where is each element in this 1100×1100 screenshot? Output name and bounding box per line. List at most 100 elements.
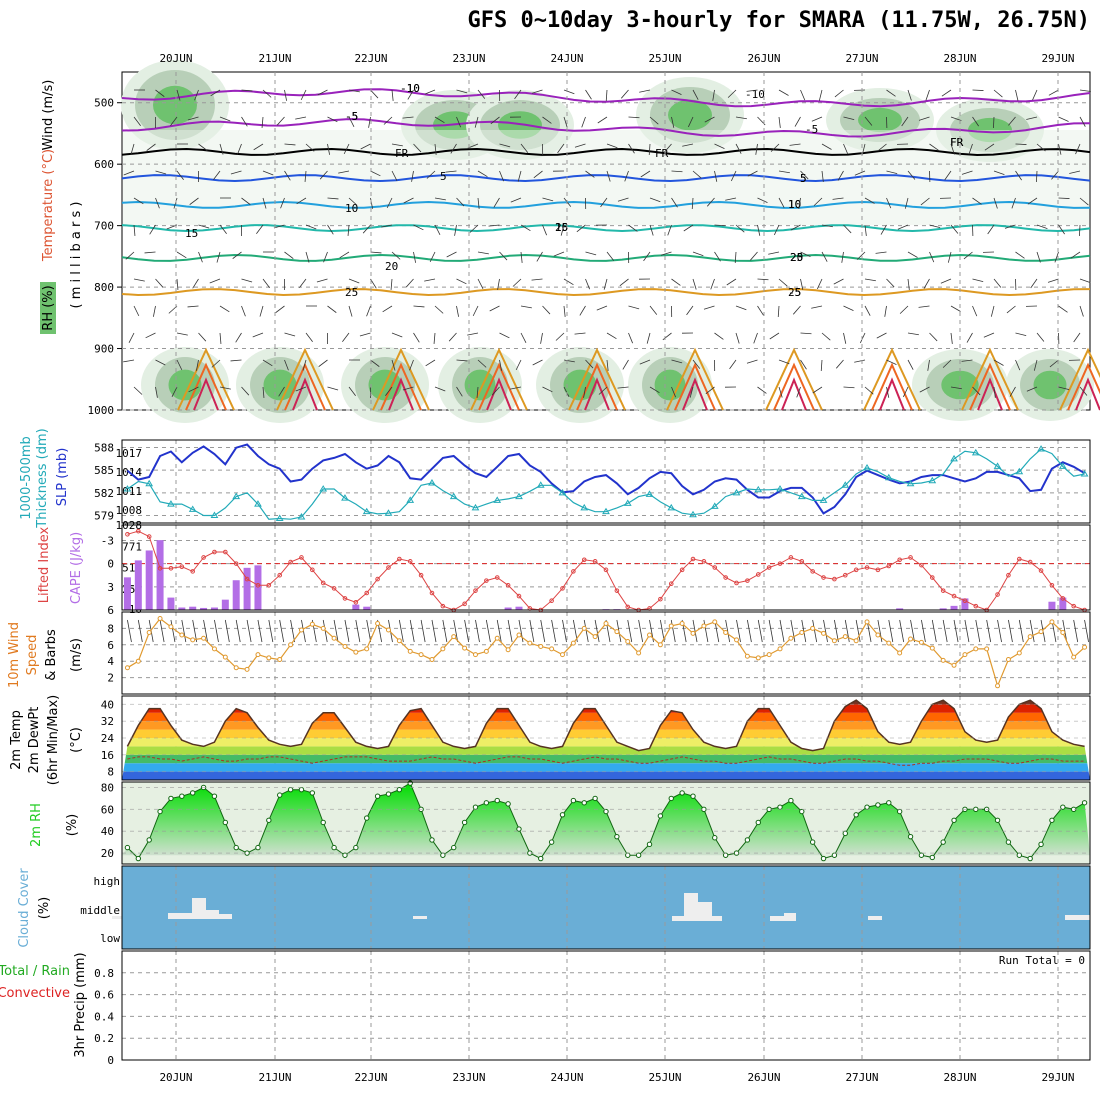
surface-wind-barb bbox=[475, 619, 480, 643]
thickness-marker bbox=[776, 485, 784, 492]
wind-barb bbox=[553, 251, 565, 257]
wind-barb bbox=[692, 359, 701, 369]
wind-barb bbox=[262, 170, 274, 176]
cape-bar bbox=[210, 607, 218, 610]
surface-wind-barb bbox=[997, 619, 1002, 643]
wind-speed-marker bbox=[418, 652, 424, 658]
wind-barb bbox=[877, 143, 887, 152]
wind-barb bbox=[327, 116, 338, 123]
temp-label-3: (6hr Min/Max) bbox=[46, 695, 61, 785]
temperature-contour-label: -5 bbox=[345, 110, 358, 123]
wind-barb bbox=[327, 305, 337, 313]
wind-barb bbox=[296, 197, 307, 205]
lifted-index-marker bbox=[668, 581, 674, 587]
wind-barb bbox=[153, 305, 156, 317]
wind-barb bbox=[778, 170, 790, 174]
wind-barb bbox=[563, 278, 574, 286]
lifted-index-marker bbox=[745, 578, 750, 583]
rh-marker bbox=[157, 808, 163, 815]
wind-barb bbox=[488, 224, 500, 227]
wind-barb bbox=[402, 386, 414, 391]
wind-barb bbox=[302, 359, 307, 371]
wind-barb bbox=[628, 116, 640, 119]
wind-barb bbox=[929, 143, 939, 151]
wind-barb bbox=[639, 359, 651, 365]
wind-speed-marker bbox=[385, 627, 391, 633]
wind-barb bbox=[712, 89, 715, 101]
wind-barb bbox=[624, 170, 629, 182]
wind-barb bbox=[284, 89, 287, 101]
wind-speed-marker bbox=[472, 652, 478, 658]
temp-tick-label: 32 bbox=[101, 715, 114, 728]
wind-barb bbox=[477, 89, 486, 99]
low-level-temp-contour bbox=[863, 347, 921, 411]
wind-barb bbox=[472, 305, 479, 317]
wind-speed-marker bbox=[364, 646, 370, 652]
surface-wind-barb bbox=[485, 619, 491, 643]
wind-barb bbox=[520, 305, 532, 309]
wind-barb bbox=[517, 170, 522, 182]
wind-barb bbox=[682, 143, 694, 147]
wind-barb bbox=[735, 224, 745, 233]
wind-barb bbox=[714, 251, 721, 262]
wind-barb bbox=[155, 386, 158, 398]
wind-barb bbox=[843, 143, 849, 155]
wind-barb bbox=[284, 143, 296, 146]
wind-barb bbox=[901, 116, 909, 127]
wind-barb bbox=[993, 116, 995, 129]
precip-total-label: Total / Rain bbox=[0, 964, 70, 979]
wind-barb bbox=[413, 251, 416, 263]
thickness-marker bbox=[645, 490, 654, 497]
wind-barb bbox=[1006, 305, 1016, 314]
wind-speed-marker bbox=[233, 665, 239, 671]
wind-speed-marker bbox=[581, 625, 587, 631]
lifted-index-marker bbox=[320, 580, 326, 586]
wind-barb bbox=[477, 278, 484, 289]
lifted-index-marker bbox=[375, 576, 380, 582]
surface-wind-barb bbox=[355, 619, 361, 643]
wind-barb bbox=[714, 224, 726, 227]
surface-wind-barb bbox=[551, 619, 557, 643]
lifted-index-marker bbox=[1060, 596, 1066, 601]
wind-barb bbox=[391, 143, 403, 147]
wind-barb bbox=[714, 332, 724, 340]
wind-barb bbox=[778, 89, 789, 96]
wind-barb bbox=[950, 386, 962, 390]
wind-barb bbox=[454, 224, 457, 236]
wind-barb bbox=[1009, 386, 1016, 397]
cloud-bar bbox=[1065, 915, 1090, 920]
surface-wind-barb bbox=[834, 619, 839, 643]
wind-speed-marker bbox=[701, 623, 707, 629]
lifted-index-marker bbox=[842, 572, 848, 578]
wind-barb bbox=[972, 89, 984, 91]
rh-marker bbox=[1005, 839, 1012, 845]
wind-barb bbox=[474, 116, 479, 128]
wind-barb bbox=[727, 89, 737, 98]
surface-wind-barb bbox=[464, 619, 470, 643]
surface-wind-barb bbox=[496, 619, 502, 643]
lifted-index-marker bbox=[190, 569, 195, 574]
lifted-index-marker bbox=[429, 590, 435, 596]
wind-barb bbox=[347, 224, 350, 236]
wind-barb bbox=[662, 332, 672, 341]
low-level-temp-contour bbox=[486, 377, 512, 411]
wind-barb bbox=[323, 251, 328, 263]
wind-barb bbox=[671, 89, 682, 96]
wind-barb bbox=[628, 143, 635, 154]
wind-speed-marker bbox=[309, 621, 315, 627]
date-label-bottom: 23JUN bbox=[452, 1071, 485, 1084]
wind-barb bbox=[1079, 278, 1091, 283]
wind-barb bbox=[907, 170, 916, 180]
wind-barb bbox=[864, 116, 873, 126]
lifted-index-marker bbox=[397, 556, 402, 562]
temp-tick-label: 24 bbox=[101, 732, 115, 745]
rh-marker bbox=[603, 808, 609, 815]
cloud-bar bbox=[684, 893, 698, 921]
wind-speed-marker bbox=[266, 655, 272, 661]
wind-speed-marker bbox=[244, 666, 250, 672]
wind-barb bbox=[219, 332, 222, 344]
temperature-contour bbox=[121, 174, 1091, 183]
wind-speed-marker bbox=[179, 632, 185, 638]
thickness-marker bbox=[341, 494, 349, 501]
wind-speed-marker bbox=[766, 652, 772, 658]
